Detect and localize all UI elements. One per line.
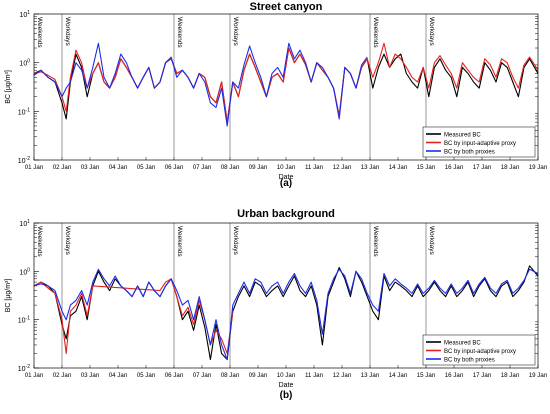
legend-box	[422, 126, 536, 158]
x-tick-label: 02 Jan	[53, 164, 72, 171]
x-tick-label: 06 Jan	[165, 164, 184, 171]
series-line	[33, 268, 539, 361]
series-line	[33, 278, 234, 355]
period-annotation: Workdays	[64, 17, 71, 47]
x-tick-label: 18 Jan	[501, 164, 520, 171]
x-tick-label: 14 Jan	[389, 372, 408, 379]
y-tick-label: 10-2	[18, 156, 30, 165]
chart-panel-urban-background: Urban background 10-2 10-1 100 101 01 Jan 02 J…	[5, 208, 548, 401]
x-tick-label: 15 Jan	[417, 372, 436, 379]
x-tick-label: 09 Jan	[249, 372, 268, 379]
y-axis-label: BC [μg/m³]	[5, 279, 12, 313]
x-tick-label: 16 Jan	[445, 372, 464, 379]
period-annotation: Weekends	[176, 226, 183, 257]
period-annotation: Workdays	[232, 17, 239, 47]
x-tick-label: 16 Jan	[445, 164, 464, 171]
x-tick-label: 10 Jan	[277, 372, 296, 379]
x-axis-label: Date	[279, 174, 294, 181]
x-tick-label: 02 Jan	[53, 372, 72, 379]
legend-label: BC by input-adaptive proxy	[444, 349, 516, 355]
y-axis-label: BC [μg/m³]	[5, 70, 12, 104]
legend-label: Measured BC	[444, 132, 481, 138]
legend-label: Measured BC	[444, 340, 481, 346]
period-annotation: Workdays	[232, 226, 239, 256]
period-annotation: Weekends	[372, 17, 379, 48]
plot-frame	[33, 13, 539, 161]
panel-caption: (a)	[280, 178, 292, 189]
x-tick-label: 13 Jan	[361, 372, 380, 379]
y-tick-label: 10-1	[18, 107, 30, 116]
x-tick-label: 05 Jan	[137, 372, 156, 379]
x-tick-label: 04 Jan	[109, 372, 128, 379]
x-tick-label: 19 Jan	[529, 164, 548, 171]
x-tick-label: 13 Jan	[361, 164, 380, 171]
x-tick-label: 17 Jan	[473, 372, 492, 379]
x-tick-label: 06 Jan	[165, 372, 184, 379]
legend-label: BC by both proxies	[444, 357, 495, 363]
x-tick-label: 01 Jan	[25, 164, 44, 171]
y-tick-label: 101	[19, 10, 30, 19]
period-annotation: Weekends	[372, 226, 379, 257]
x-axis-label: Date	[279, 382, 294, 389]
x-tick-label: 08 Jan	[221, 164, 240, 171]
x-tick-label: 15 Jan	[417, 164, 436, 171]
x-tick-label: 05 Jan	[137, 164, 156, 171]
chart-panel-street-canyon: Street canyon 10-2 10-1 100 101 01 Jan 02 Jan 0…	[5, 1, 548, 189]
period-annotation: Weekends	[36, 226, 43, 257]
period-annotation: Workdays	[64, 226, 71, 256]
x-tick-label: 14 Jan	[389, 164, 408, 171]
x-tick-label: 09 Jan	[249, 164, 268, 171]
y-tick-label: 10-2	[18, 364, 30, 373]
chart-title: Urban background	[237, 208, 335, 220]
y-tick-label: 100	[19, 267, 30, 276]
legend-box	[422, 334, 536, 366]
y-tick-label: 10-1	[18, 316, 30, 325]
y-tick-label: 101	[19, 219, 30, 228]
x-tick-label: 19 Jan	[529, 372, 548, 379]
plot-frame	[33, 222, 539, 369]
period-annotation: Workdays	[428, 17, 435, 47]
panel-caption: (b)	[280, 390, 293, 401]
x-tick-label: 17 Jan	[473, 164, 492, 171]
x-tick-label: 03 Jan	[81, 164, 100, 171]
period-annotation: Weekends	[36, 17, 43, 48]
legend-label: BC by input-adaptive proxy	[444, 141, 516, 147]
x-tick-label: 04 Jan	[109, 164, 128, 171]
legend-label: BC by both proxies	[444, 149, 495, 155]
series-line	[33, 42, 539, 123]
x-tick-label: 18 Jan	[501, 372, 520, 379]
x-tick-label: 10 Jan	[277, 164, 296, 171]
x-tick-label: 08 Jan	[221, 372, 240, 379]
series-line	[33, 42, 368, 127]
x-tick-label: 12 Jan	[333, 372, 352, 379]
x-tick-label: 03 Jan	[81, 372, 100, 379]
x-tick-label: 01 Jan	[25, 372, 44, 379]
x-tick-label: 11 Jan	[305, 372, 324, 379]
y-tick-label: 100	[19, 59, 30, 68]
period-annotation: Weekends	[176, 17, 183, 48]
x-tick-label: 07 Jan	[193, 164, 212, 171]
x-tick-label: 11 Jan	[305, 164, 324, 171]
x-tick-label: 12 Jan	[333, 164, 352, 171]
chart-title: Street canyon	[250, 1, 323, 13]
period-annotation: Workdays	[428, 226, 435, 256]
x-tick-label: 07 Jan	[193, 372, 212, 379]
